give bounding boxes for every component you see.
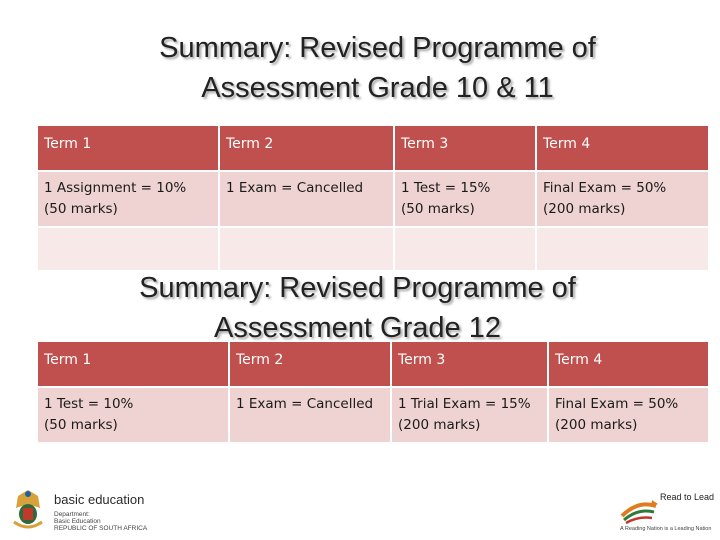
cell-term-1: 1 Assignment = 10% (50 marks) — [36, 170, 220, 228]
table-row: 1 Test = 10% (50 marks) 1 Exam = Cancelle… — [36, 386, 710, 444]
logo-tagline: A Reading Nation is a Leading Nation — [620, 526, 712, 532]
cell-term-2: 1 Exam = Cancelled — [228, 386, 392, 444]
cell-line: Final Exam = 50% — [543, 180, 667, 196]
header-term-3: Term 3 — [390, 340, 549, 388]
empty-cell — [218, 226, 395, 272]
title-grade-10-11: Summary: Revised Programme of Assessment… — [95, 28, 660, 108]
basic-education-logo: basic education Department: Basic Educat… — [10, 488, 210, 534]
cell-term-1: 1 Test = 10% (50 marks) — [36, 386, 230, 444]
cell-line: (50 marks) — [44, 201, 118, 217]
cell-line: 1 Trial Exam = 15% — [398, 396, 531, 412]
logo-title: basic education — [54, 492, 145, 507]
table-grade-12: Term 1 Term 2 Term 3 Term 4 1 Test = 10%… — [36, 340, 710, 444]
cell-line: 1 Exam = Cancelled — [226, 180, 364, 196]
cell-line: (200 marks) — [555, 417, 638, 433]
header-term-4: Term 4 — [535, 124, 710, 172]
cell-term-3: 1 Test = 15% (50 marks) — [393, 170, 537, 228]
empty-cell — [535, 226, 710, 272]
cell-line: (200 marks) — [398, 417, 481, 433]
read-to-lead-logo: Read to Lead A Reading Nation is a Leadi… — [616, 492, 716, 538]
logo-sub-1: Department: — [54, 511, 90, 518]
coat-of-arms-icon — [13, 490, 43, 529]
cell-line: 1 Assignment = 10% — [44, 180, 187, 196]
table-row: 1 Assignment = 10% (50 marks) 1 Exam = Ca… — [36, 170, 710, 228]
table-grade-10-11: Term 1 Term 2 Term 3 Term 4 1 Assignment… — [36, 124, 710, 272]
title-line-2: Assessment Grade 10 & 11 — [201, 72, 554, 104]
cell-term-4: Final Exam = 50% (200 marks) — [547, 386, 710, 444]
cell-line: (50 marks) — [44, 417, 118, 433]
table-row-empty — [36, 226, 710, 272]
cell-line: (200 marks) — [543, 201, 626, 217]
header-term-3: Term 3 — [393, 124, 537, 172]
cell-line: Final Exam = 50% — [555, 396, 679, 412]
header-term-1: Term 1 — [36, 124, 220, 172]
cell-line: 1 Test = 15% — [401, 180, 491, 196]
cell-term-3: 1 Trial Exam = 15% (200 marks) — [390, 386, 549, 444]
cell-line: 1 Test = 10% — [44, 396, 134, 412]
header-term-2: Term 2 — [228, 340, 392, 388]
title-line-1: Summary: Revised Programme of — [139, 272, 576, 304]
header-term-2: Term 2 — [218, 124, 395, 172]
logo-sub-3: REPUBLIC OF SOUTH AFRICA — [54, 525, 148, 532]
empty-cell — [393, 226, 537, 272]
logo-title: Read to Lead — [660, 492, 715, 502]
book-icon — [620, 500, 658, 525]
cell-term-4: Final Exam = 50% (200 marks) — [535, 170, 710, 228]
table-header-row: Term 1 Term 2 Term 3 Term 4 — [36, 124, 710, 172]
header-term-4: Term 4 — [547, 340, 710, 388]
logo-sub-2: Basic Education — [54, 518, 101, 525]
table-header-row: Term 1 Term 2 Term 3 Term 4 — [36, 340, 710, 388]
title-line-1: Summary: Revised Programme of — [159, 32, 596, 64]
header-term-1: Term 1 — [36, 340, 230, 388]
cell-line: 1 Exam = Cancelled — [236, 396, 374, 412]
empty-cell — [36, 226, 220, 272]
cell-term-2: 1 Exam = Cancelled — [218, 170, 395, 228]
title-grade-12: Summary: Revised Programme of Assessment… — [70, 268, 645, 348]
cell-line: (50 marks) — [401, 201, 475, 217]
title-line-2: Assessment Grade 12 — [214, 312, 501, 344]
